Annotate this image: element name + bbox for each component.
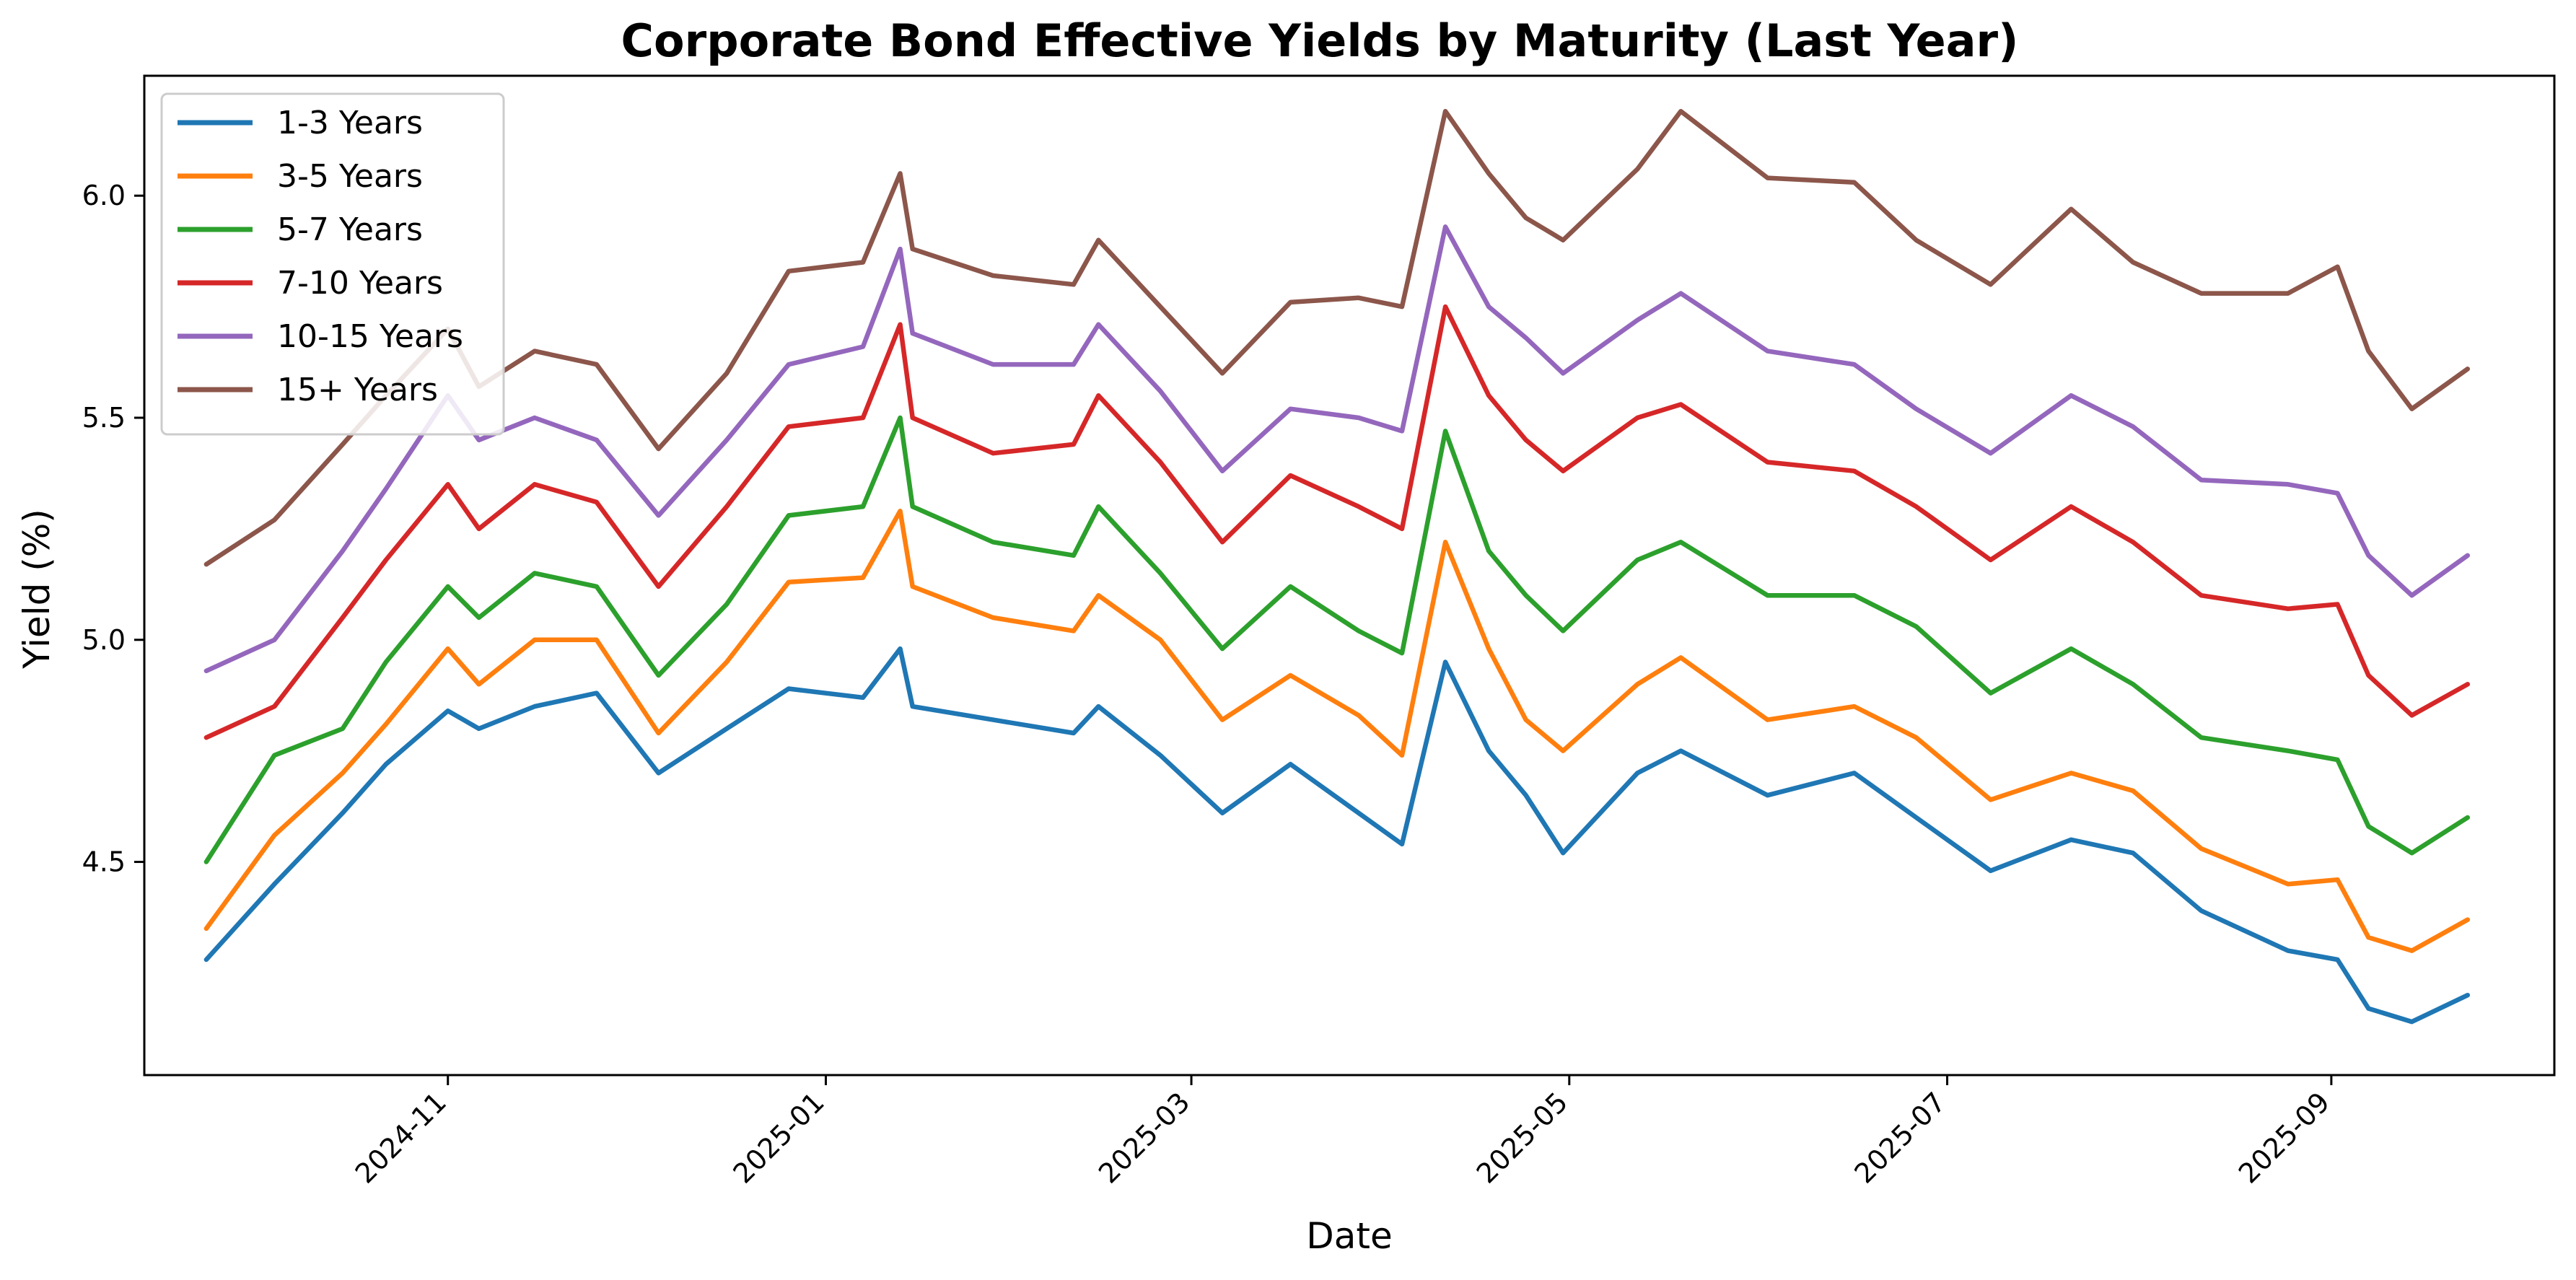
legend-label-5: 10-15 Years <box>277 318 463 355</box>
y-tick-label: 5.0 <box>82 624 126 656</box>
y-tick-label: 4.5 <box>82 846 126 878</box>
legend-label-4: 7-10 Years <box>277 265 443 302</box>
legend-label-6: 15+ Years <box>277 372 438 408</box>
y-axis-label: Yield (%) <box>16 509 58 669</box>
series-line-3 <box>203 415 2471 864</box>
chart-title: Corporate Bond Effective Yields by Matur… <box>621 14 2019 67</box>
series-line-6 <box>203 108 2471 567</box>
legend-box <box>160 92 505 436</box>
series-line-2 <box>203 508 2471 953</box>
x-axis-label: Date <box>1306 1215 1393 1257</box>
plot-frame <box>143 74 2556 1077</box>
series-line-5 <box>203 224 2471 674</box>
series-line-1 <box>203 646 2471 1025</box>
legend-label-2: 3-5 Years <box>277 158 423 195</box>
legend-label-1: 1-3 Years <box>277 105 423 141</box>
legend-label-3: 5-7 Years <box>277 211 423 248</box>
y-tick-label: 5.5 <box>82 402 126 434</box>
legend: 1-3 Years 3-5 Years 5-7 Years 7-10 Years 10-… <box>160 92 505 436</box>
series-line-4 <box>203 304 2471 740</box>
y-tick-label: 6.0 <box>82 180 126 211</box>
